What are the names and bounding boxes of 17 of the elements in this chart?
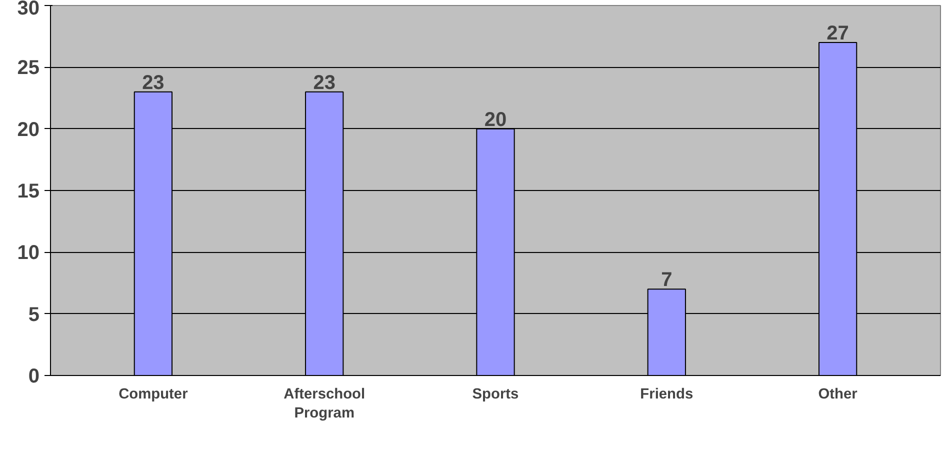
- x-tick-label: Afterschool Program: [284, 386, 366, 422]
- data-label: 23: [313, 72, 336, 94]
- y-tick-label: 0: [28, 366, 40, 388]
- data-label: 7: [661, 269, 672, 292]
- y-tick-label: 30: [17, 0, 40, 20]
- y-tick-label: 5: [28, 304, 40, 326]
- y-tick-label: 15: [17, 180, 40, 202]
- x-tick-label: Sports: [472, 386, 519, 402]
- x-tick-label: Computer: [118, 386, 188, 402]
- y-tick-label: 10: [17, 242, 40, 264]
- y-tick-label: 20: [17, 118, 40, 141]
- x-tick-label: Friends: [640, 386, 694, 402]
- x-tick-label: Other: [818, 386, 858, 402]
- y-tick-label: 25: [17, 57, 40, 80]
- data-label: 27: [826, 22, 849, 44]
- data-label: 20: [484, 108, 507, 131]
- data-label: 23: [142, 72, 164, 94]
